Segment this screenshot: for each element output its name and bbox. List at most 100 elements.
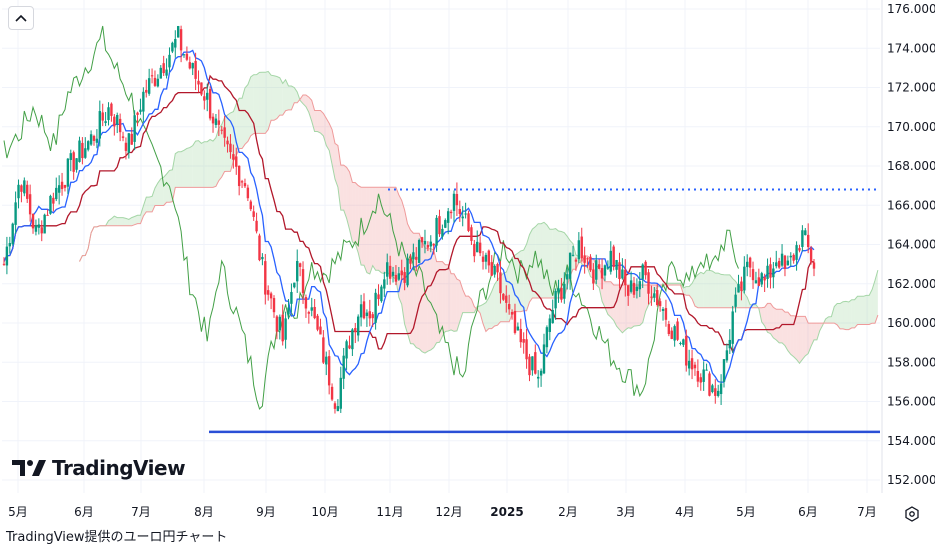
settings-button[interactable] bbox=[903, 505, 921, 523]
cloud-segment bbox=[491, 284, 495, 329]
candle-body bbox=[429, 241, 432, 247]
candle-body bbox=[682, 339, 685, 345]
candle-body bbox=[377, 294, 380, 300]
x-tick-label: 9月 bbox=[256, 505, 276, 519]
cloud-segment bbox=[358, 185, 362, 265]
candle-body bbox=[145, 89, 148, 93]
candle-body bbox=[200, 82, 203, 95]
candle-body bbox=[760, 273, 763, 285]
candle-body bbox=[243, 183, 247, 187]
candle-body bbox=[316, 315, 319, 330]
candle-body bbox=[467, 213, 470, 231]
cloud-segment bbox=[459, 280, 463, 322]
candle-body bbox=[772, 268, 775, 278]
candle-body bbox=[493, 265, 496, 275]
candle-body bbox=[229, 143, 232, 153]
y-tick-label: 156.000 bbox=[887, 395, 935, 409]
candle-body bbox=[426, 244, 430, 248]
candle-body bbox=[351, 329, 354, 350]
cloud-segment bbox=[250, 74, 254, 136]
tenkan-line bbox=[3, 49, 815, 383]
candle-body bbox=[17, 184, 20, 199]
candle-body bbox=[696, 370, 700, 382]
cloud-segment bbox=[814, 323, 817, 340]
candle-body bbox=[464, 213, 467, 215]
candle-body bbox=[330, 386, 334, 400]
candle-body bbox=[63, 184, 67, 188]
candle-body bbox=[264, 261, 267, 295]
candle-body bbox=[699, 377, 702, 383]
cloud-segment bbox=[465, 296, 469, 313]
cloud-segment bbox=[480, 304, 484, 324]
candle-body bbox=[539, 370, 543, 376]
candle-body bbox=[359, 304, 363, 318]
candle-body bbox=[458, 208, 462, 214]
cloud-segment bbox=[683, 286, 687, 296]
cloud-segment bbox=[718, 273, 722, 308]
cloud-segment bbox=[372, 187, 376, 271]
cloud-segment bbox=[120, 217, 124, 226]
candle-body bbox=[621, 269, 624, 279]
candle-body bbox=[92, 135, 96, 141]
candle-body bbox=[473, 243, 476, 257]
candle-body bbox=[449, 211, 453, 214]
cloud-segment bbox=[207, 139, 211, 188]
cloud-segment bbox=[439, 261, 443, 343]
cloud-segment bbox=[784, 312, 788, 351]
candle-body bbox=[629, 280, 633, 292]
y-tick-label: 160.000 bbox=[887, 316, 935, 330]
cloud-segment bbox=[610, 281, 614, 321]
cloud-segment bbox=[619, 285, 623, 333]
cloud-segment bbox=[782, 309, 785, 346]
candle-body bbox=[287, 307, 290, 315]
candle-body bbox=[400, 270, 403, 276]
candle-body bbox=[113, 116, 116, 127]
cloud-segment bbox=[703, 270, 707, 308]
x-tick-label: 5月 bbox=[736, 505, 756, 519]
candle-body bbox=[612, 246, 615, 267]
cloud-segment bbox=[393, 187, 396, 280]
cloud-segment bbox=[552, 228, 556, 299]
candle-body bbox=[208, 88, 212, 119]
collapse-button[interactable] bbox=[8, 6, 34, 30]
x-tick-label: 4月 bbox=[675, 505, 695, 519]
cloud-segment bbox=[422, 241, 425, 354]
candle-body bbox=[536, 376, 540, 379]
chart-caption: TradingView提供のユーロ円チャート bbox=[6, 530, 228, 545]
candle-body bbox=[124, 142, 128, 151]
candle-body bbox=[423, 240, 427, 245]
cloud-segment bbox=[721, 274, 724, 308]
cloud-segment bbox=[387, 187, 391, 276]
candle-body bbox=[249, 201, 252, 210]
candle-body bbox=[391, 271, 395, 276]
cloud-segment bbox=[279, 77, 283, 116]
candle-body bbox=[162, 63, 165, 74]
candle-body bbox=[664, 308, 668, 320]
candle-body bbox=[255, 220, 258, 232]
cloud-segment bbox=[822, 319, 826, 326]
cloud-segment bbox=[378, 187, 382, 273]
candle-body bbox=[130, 133, 133, 145]
candle-body bbox=[632, 282, 636, 295]
candle-body bbox=[574, 259, 578, 262]
candle-body bbox=[156, 78, 160, 87]
candle-body bbox=[438, 216, 441, 235]
cloud-segment bbox=[268, 71, 272, 130]
cloud-segment bbox=[152, 188, 155, 212]
indicator-lines bbox=[3, 25, 879, 410]
candle-body bbox=[804, 230, 807, 236]
cloud-segment bbox=[761, 307, 765, 326]
candle-body bbox=[792, 254, 795, 261]
cloud-segment bbox=[369, 187, 373, 274]
candle-body bbox=[551, 309, 554, 324]
cloud-segment bbox=[709, 270, 713, 308]
cloud-segment bbox=[773, 307, 777, 340]
candle-body bbox=[670, 330, 673, 339]
candle-body bbox=[783, 255, 787, 270]
candle-body bbox=[49, 195, 52, 214]
cloud-segment bbox=[796, 316, 800, 364]
candle-body bbox=[365, 312, 369, 316]
candle-body bbox=[542, 344, 546, 374]
candle-body bbox=[557, 288, 560, 293]
